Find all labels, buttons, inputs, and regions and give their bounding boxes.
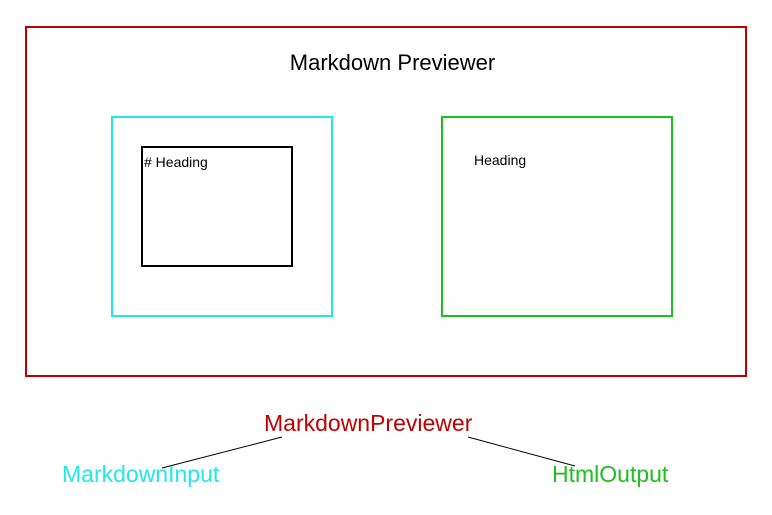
tree-root-label: MarkdownPreviewer bbox=[264, 410, 473, 436]
markdown-input-panel bbox=[111, 116, 333, 317]
html-output-text: Heading bbox=[474, 152, 527, 168]
connector-root-to-markdown-input bbox=[161, 436, 283, 469]
connector-root-to-html-output bbox=[467, 436, 576, 467]
markdown-previewer-frame bbox=[25, 26, 747, 377]
html-output-panel bbox=[441, 116, 673, 317]
tree-child-html-output-label: HtmlOutput bbox=[552, 461, 669, 487]
markdown-textarea[interactable]: # Heading bbox=[141, 146, 293, 267]
tree-child-markdown-input-label: MarkdownInput bbox=[62, 461, 220, 487]
app-title: Markdown Previewer bbox=[289, 50, 496, 75]
